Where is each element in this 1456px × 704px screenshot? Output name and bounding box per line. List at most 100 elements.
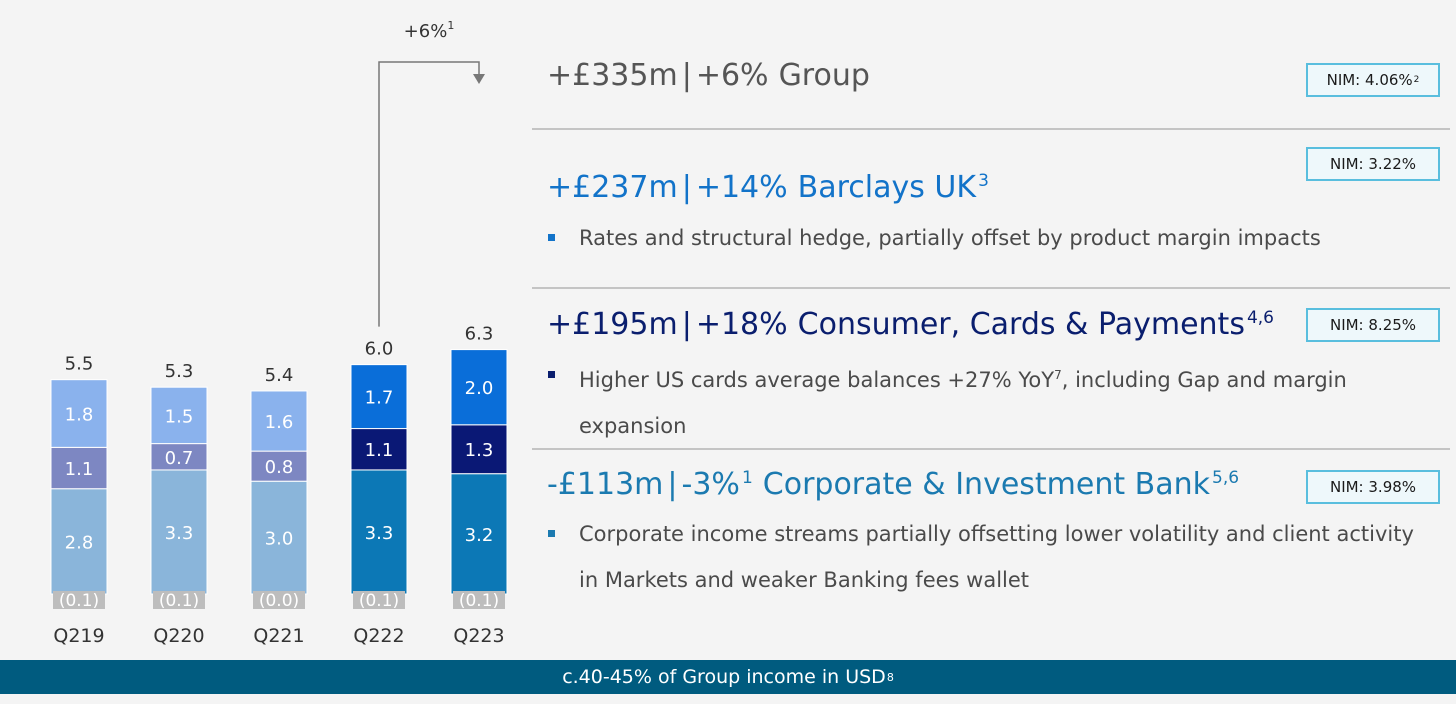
- uk-footnote: 3: [978, 171, 989, 191]
- bottom-label-box: [253, 591, 305, 609]
- bullet-square-icon: [548, 530, 555, 537]
- bar-segment: [450, 424, 508, 475]
- uk-separator: |: [681, 170, 692, 205]
- category-label: Q220: [153, 625, 204, 647]
- total-label: 5.4: [265, 365, 294, 386]
- uk-name: Barclays UK: [797, 170, 977, 205]
- cib-bullet-text: Corporate income streams partially offse…: [579, 522, 1414, 592]
- growth-label: +6%1: [404, 19, 455, 42]
- uk-nim-badge: NIM: 3.22%: [1306, 147, 1440, 181]
- group-pct: +6%: [695, 58, 769, 93]
- ccp-bullet-footnote: 7: [1054, 368, 1062, 382]
- total-label: 5.5: [65, 354, 94, 375]
- ccp-bullet-text-a: Higher US cards average balances +27% Yo…: [579, 368, 1055, 392]
- ccp-nim: NIM: 8.25%: [1329, 316, 1417, 334]
- segment-label: 1.7: [365, 388, 394, 409]
- segment-label: 3.3: [365, 523, 394, 544]
- bottom-label-box: [53, 591, 105, 609]
- cib-nim-badge: NIM: 3.98%: [1306, 470, 1440, 504]
- total-label: 6.0: [365, 339, 394, 360]
- bar-segment: [350, 364, 408, 430]
- ccp-nim-badge: NIM: 8.25%: [1306, 308, 1440, 342]
- bar-segment: [250, 390, 308, 452]
- ccp-name: Consumer, Cards & Payments: [797, 307, 1245, 342]
- segment-label: 0.8: [265, 457, 294, 478]
- ccp-pct: +18%: [695, 307, 788, 342]
- segment-label: 3.0: [265, 529, 294, 550]
- footer-text: c.40-45% of Group income in USD: [562, 666, 886, 688]
- bottom-label-box: [353, 591, 405, 609]
- ccp-heading: +£195m | +18% Consumer, Cards & Payments 4,6: [547, 310, 1274, 340]
- group-heading: +£335m | +6% Group: [547, 61, 870, 91]
- bottom-label: (0.1): [459, 591, 499, 611]
- bottom-label: (0.1): [59, 591, 99, 611]
- divider: [532, 128, 1450, 130]
- ccp-separator: |: [681, 307, 692, 342]
- uk-nim: NIM: 3.22%: [1329, 155, 1417, 173]
- bar-segment: [350, 469, 408, 595]
- cib-pct: -3%: [681, 467, 740, 502]
- bullet-square-icon: [548, 234, 555, 241]
- cib-name: Corporate & Investment Bank: [762, 467, 1211, 502]
- cib-amount: -£113m: [547, 467, 664, 502]
- ccp-bullet-text-b: , including Gap and margin expansion: [579, 368, 1347, 438]
- bar-segment: [50, 446, 108, 490]
- uk-pct: +14%: [695, 170, 788, 205]
- cib-bullet: Corporate income streams partially offse…: [548, 511, 1428, 603]
- ccp-footnote: 4,6: [1246, 308, 1274, 328]
- ccp-amount: +£195m: [547, 307, 678, 342]
- divider: [532, 448, 1450, 450]
- cib-nim: NIM: 3.98%: [1329, 478, 1417, 496]
- bar-segment: [250, 450, 308, 482]
- segment-label: 1.3: [465, 440, 494, 461]
- growth-bracket: [378, 61, 480, 327]
- group-amount: +£335m: [547, 58, 678, 93]
- segment-label: 1.8: [65, 405, 94, 426]
- bar-segment: [450, 349, 508, 426]
- category-label: Q219: [53, 625, 104, 647]
- bullet-square-icon: [548, 371, 555, 378]
- uk-amount: +£237m: [547, 170, 678, 205]
- bar-segment: [50, 379, 108, 448]
- divider: [532, 287, 1450, 289]
- bottom-label-box: [453, 591, 505, 609]
- segment-label: 2.8: [65, 532, 94, 553]
- cib-footnote: 5,6: [1212, 468, 1240, 488]
- cib-separator: |: [667, 467, 678, 502]
- ccp-bullet: Higher US cards average balances +27% Yo…: [548, 352, 1368, 449]
- uk-bullet: Rates and structural hedge, partially of…: [548, 215, 1321, 261]
- group-nim-footnote: 2: [1413, 75, 1420, 85]
- category-label: Q221: [253, 625, 304, 647]
- segment-label: 0.7: [165, 448, 194, 469]
- footer-footnote: 8: [886, 670, 894, 684]
- category-label: Q222: [353, 625, 404, 647]
- cib-pct-footnote: 1: [741, 468, 753, 488]
- bottom-label-box: [153, 591, 205, 609]
- growth-arrow-icon: [473, 74, 485, 84]
- segment-label: 1.5: [165, 406, 194, 427]
- bottom-label: (0.1): [359, 591, 399, 611]
- bar-segment: [450, 473, 508, 595]
- group-nim-badge: NIM: 4.06% 2: [1306, 63, 1440, 97]
- footer-banner: c.40-45% of Group income in USD 8: [0, 660, 1456, 694]
- segment-label: 1.1: [365, 440, 394, 461]
- total-label: 5.3: [165, 361, 194, 382]
- cib-heading: -£113m | -3% 1 Corporate & Investment Bank 5,…: [547, 470, 1239, 500]
- segment-label: 2.0: [465, 378, 494, 399]
- segment-label: 3.3: [165, 523, 194, 544]
- uk-bullet-text: Rates and structural hedge, partially of…: [579, 226, 1321, 250]
- income-stacked-bar-chart: 2.8 1.1 1.8 5.5 (0.1) Q219 3.3 0.7 1.5 5.3 (0.1) Q2…: [50, 19, 508, 647]
- segment-label: 3.2: [465, 525, 494, 546]
- uk-heading: +£237m | +14% Barclays UK 3: [547, 173, 989, 203]
- bar-segment: [50, 488, 108, 595]
- bar-segment: [150, 469, 208, 595]
- group-nim: NIM: 4.06%: [1326, 71, 1413, 89]
- segment-label: 1.1: [65, 459, 94, 480]
- total-label: 6.3: [465, 324, 494, 345]
- group-name: Group: [778, 58, 870, 93]
- bottom-label: (0.1): [159, 591, 199, 611]
- bar-segment: [150, 386, 208, 445]
- category-label: Q223: [453, 625, 504, 647]
- bottom-label: (0.0): [259, 591, 299, 611]
- segment-label: 1.6: [265, 412, 294, 433]
